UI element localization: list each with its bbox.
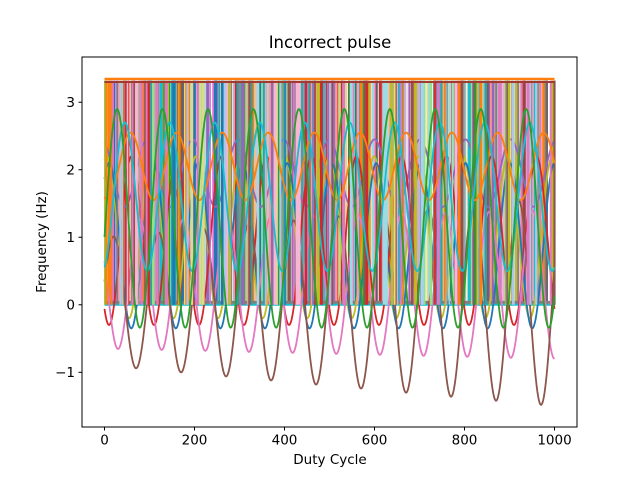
pulse-high-baseline	[104, 77, 555, 83]
chart-title: Incorrect pulse	[268, 33, 392, 52]
x-axis-label: Duty Cycle	[293, 452, 367, 468]
y-tick-label: 1	[66, 230, 75, 246]
x-tick-label: 1000	[537, 433, 571, 449]
wave-curves-front	[103, 108, 556, 329]
x-tick-label: 400	[272, 433, 298, 449]
x-tick-label: 600	[362, 433, 388, 449]
y-tick-label: 0	[66, 298, 75, 314]
x-tick-label: 200	[182, 433, 208, 449]
green-wave	[103, 108, 556, 329]
y-axis-label: Frequency (Hz)	[34, 191, 50, 293]
orange-wave	[103, 131, 556, 202]
x-axis-ticks: 0 200 400 600 800 1000	[100, 427, 572, 449]
axes-spines	[81, 56, 578, 428]
y-tick-label: 2	[66, 163, 75, 179]
x-tick-label: 800	[452, 433, 478, 449]
y-tick-label: 3	[66, 95, 75, 111]
y-axis-ticks: −1 0 1 2 3	[55, 95, 82, 381]
y-tick-label: −1	[55, 365, 75, 381]
x-tick-label: 0	[100, 433, 109, 449]
